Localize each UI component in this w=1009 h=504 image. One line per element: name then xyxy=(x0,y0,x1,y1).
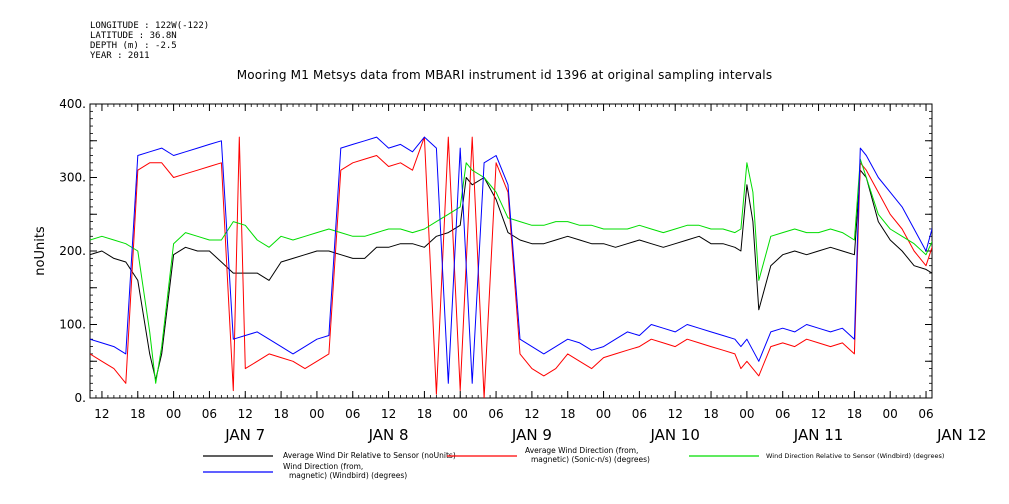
x-tick-label: 18 xyxy=(847,407,862,421)
x-day-label: JAN 8 xyxy=(368,426,409,444)
x-tick-label: 12 xyxy=(94,407,109,421)
x-tick-label: 12 xyxy=(524,407,539,421)
x-tick-label: 18 xyxy=(560,407,575,421)
series-line-2 xyxy=(90,136,932,398)
x-day-label: JAN 9 xyxy=(511,426,552,444)
x-tick-label: 00 xyxy=(883,407,898,421)
x-day-label: JAN 7 xyxy=(224,426,265,444)
longitude-text: LONGITUDE : 122W(-122) xyxy=(90,21,210,31)
depth-text: DEPTH (m) : -2.5 xyxy=(90,41,177,51)
metadata-block: LONGITUDE : 122W(-122) LATITUDE : 36.8N … xyxy=(90,21,209,61)
legend-label-4: Wind Direction (from, xyxy=(283,462,363,471)
chart-title: Mooring M1 Metsys data from MBARI instru… xyxy=(236,68,773,82)
x-tick-label: 06 xyxy=(202,407,217,421)
y-tick-label: 0. xyxy=(75,391,86,405)
x-tick-label: 12 xyxy=(668,407,683,421)
legend-label-1: Average Wind Dir Relative to Sensor (noU… xyxy=(283,451,456,460)
x-tick-label: 00 xyxy=(453,407,468,421)
plot-frame xyxy=(89,103,933,399)
x-tick-label: 06 xyxy=(488,407,503,421)
x-day-label: JAN 11 xyxy=(793,426,844,444)
latitude-text: LATITUDE : 36.8N xyxy=(90,31,177,41)
x-tick-label: 18 xyxy=(417,407,432,421)
x-tick-label: 18 xyxy=(273,407,288,421)
x-tick-label: 00 xyxy=(309,407,324,421)
legend-label-3: Wind Direction Relative to Sensor (Windb… xyxy=(766,452,944,460)
x-tick-label: 12 xyxy=(238,407,253,421)
y-tick-label: 300. xyxy=(59,171,86,185)
x-tick-label: 12 xyxy=(811,407,826,421)
y-axis-label: noUnits xyxy=(33,226,48,276)
x-tick-label: 00 xyxy=(166,407,181,421)
legend-label-2: Average Wind Direction (from, xyxy=(525,446,638,455)
legend-label-4: magnetic) (Windbird) (degrees) xyxy=(289,471,407,480)
x-tick-label: 18 xyxy=(703,407,718,421)
year-text: YEAR : 2011 xyxy=(90,51,150,61)
y-tick-label: 200. xyxy=(59,244,86,258)
series-line-3 xyxy=(90,158,932,384)
y-tick-label: 100. xyxy=(59,318,86,332)
x-day-label: JAN 12 xyxy=(936,426,987,444)
legend-label-2: magnetic) (Sonic-n/s) (degrees) xyxy=(531,455,650,464)
series-line-4 xyxy=(90,136,932,384)
x-tick-label: 06 xyxy=(345,407,360,421)
series-line-1 xyxy=(90,169,932,381)
x-tick-label: 18 xyxy=(130,407,145,421)
x-tick-label: 12 xyxy=(381,407,396,421)
x-tick-label: 06 xyxy=(632,407,647,421)
x-tick-label: 00 xyxy=(596,407,611,421)
x-tick-label: 06 xyxy=(918,407,933,421)
x-tick-label: 00 xyxy=(739,407,754,421)
x-day-label: JAN 10 xyxy=(649,426,700,444)
x-tick-label: 06 xyxy=(775,407,790,421)
y-tick-label: 400. xyxy=(59,97,86,111)
